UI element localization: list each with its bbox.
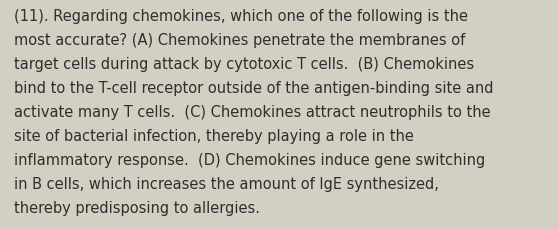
Text: bind to the T-cell receptor outside of the antigen-binding site and: bind to the T-cell receptor outside of t…	[14, 81, 493, 95]
Text: thereby predisposing to allergies.: thereby predisposing to allergies.	[14, 200, 260, 215]
Text: target cells during attack by cytotoxic T cells.  (B) Chemokines: target cells during attack by cytotoxic …	[14, 57, 474, 72]
Text: (11). Regarding chemokines, which one of the following is the: (11). Regarding chemokines, which one of…	[14, 9, 468, 24]
Text: site of bacterial infection, thereby playing a role in the: site of bacterial infection, thereby pla…	[14, 128, 414, 143]
Text: most accurate? (A) Chemokines penetrate the membranes of: most accurate? (A) Chemokines penetrate …	[14, 33, 465, 48]
Text: activate many T cells.  (C) Chemokines attract neutrophils to the: activate many T cells. (C) Chemokines at…	[14, 104, 490, 119]
Text: inflammatory response.  (D) Chemokines induce gene switching: inflammatory response. (D) Chemokines in…	[14, 152, 485, 167]
Text: in B cells, which increases the amount of IgE synthesized,: in B cells, which increases the amount o…	[14, 176, 439, 191]
